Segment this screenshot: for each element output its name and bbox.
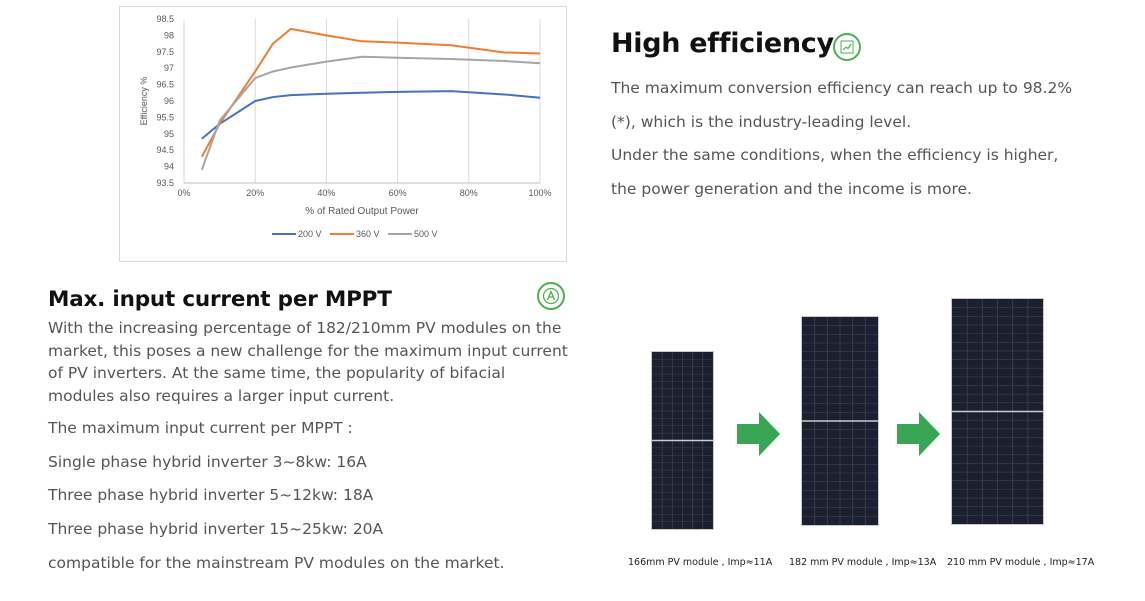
high-efficiency-line: the power generation and the income is m… bbox=[611, 179, 972, 198]
high-efficiency-line: (*), which is the industry-leading level… bbox=[611, 112, 912, 131]
pv-module-210mm bbox=[951, 298, 1044, 525]
solar-cells-grid bbox=[652, 352, 713, 529]
x-tick-label: 40% bbox=[317, 188, 335, 198]
x-tick-label: 100% bbox=[528, 188, 551, 198]
x-tick-label: 60% bbox=[389, 188, 407, 198]
mppt-item: Single phase hybrid inverter 3~8kw: 16A bbox=[48, 453, 367, 471]
chart-icon bbox=[833, 33, 861, 61]
y-tick-label: 96 bbox=[164, 96, 174, 106]
solar-cells-grid bbox=[952, 299, 1043, 524]
ampere-icon bbox=[537, 282, 565, 310]
y-tick-label: 94 bbox=[164, 162, 174, 172]
mppt-title: Max. input current per MPPT bbox=[48, 287, 392, 312]
efficiency-chart-svg: 0% 20% 40% 60% 80% 100% 98.5 98 97.5 97 96.5 96 95.5… bbox=[139, 14, 552, 239]
x-tick-label: 20% bbox=[246, 188, 264, 198]
high-efficiency-line: Under the same conditions, when the effi… bbox=[611, 146, 1059, 164]
arrow-right-icon bbox=[897, 412, 940, 456]
high-efficiency-title: High efficiency bbox=[611, 28, 834, 59]
pv-module-166mm bbox=[651, 351, 714, 530]
y-tick-label: 95.5 bbox=[156, 112, 174, 122]
legend-label: 200 V bbox=[298, 229, 322, 239]
x-axis-label: % of Rated Output Power bbox=[305, 206, 419, 217]
y-tick-label: 98 bbox=[164, 30, 174, 40]
arrow-right-icon bbox=[737, 412, 780, 456]
mppt-paragraph: With the increasing percentage of 182/21… bbox=[48, 319, 568, 405]
y-tick-label: 97 bbox=[164, 63, 174, 73]
y-tick-label: 93.5 bbox=[156, 178, 174, 188]
x-tick-label: 80% bbox=[460, 188, 478, 198]
y-tick-label: 97.5 bbox=[156, 47, 174, 57]
y-tick-label: 98.5 bbox=[156, 14, 174, 24]
y-tick-label: 96.5 bbox=[156, 80, 174, 90]
legend-label: 500 V bbox=[414, 229, 438, 239]
mppt-item: Three phase hybrid inverter 15~25kw: 20A bbox=[48, 520, 384, 538]
pv-module-182mm bbox=[801, 316, 879, 526]
module-caption: 210 mm PV module , Imp≈17A bbox=[947, 557, 1095, 568]
high-efficiency-line: The maximum conversion efficiency can re… bbox=[611, 79, 1073, 97]
solar-cells-grid bbox=[802, 317, 878, 525]
module-caption: 182 mm PV module , Imp≈13A bbox=[789, 557, 937, 568]
module-caption: 166mm PV module , Imp≈11A bbox=[628, 557, 773, 568]
legend-label: 360 V bbox=[356, 229, 380, 239]
mppt-item: Three phase hybrid inverter 5~12kw: 18A bbox=[48, 486, 374, 504]
efficiency-chart: 0% 20% 40% 60% 80% 100% 98.5 98 97.5 97 96.5 96 95.5… bbox=[119, 6, 567, 262]
series-line bbox=[200, 27, 541, 158]
series-line bbox=[200, 55, 541, 171]
x-tick-label: 0% bbox=[177, 188, 190, 198]
y-tick-label: 94.5 bbox=[156, 145, 174, 155]
series-line bbox=[201, 90, 541, 140]
high-efficiency-description: The maximum conversion efficiency can re… bbox=[611, 72, 1081, 206]
mppt-footer: compatible for the mainstream PV modules… bbox=[48, 554, 505, 572]
mppt-heading: The maximum input current per MPPT : bbox=[48, 419, 353, 437]
y-axis-label: Efficiency % bbox=[139, 77, 149, 126]
y-tick-label: 95 bbox=[164, 129, 174, 139]
